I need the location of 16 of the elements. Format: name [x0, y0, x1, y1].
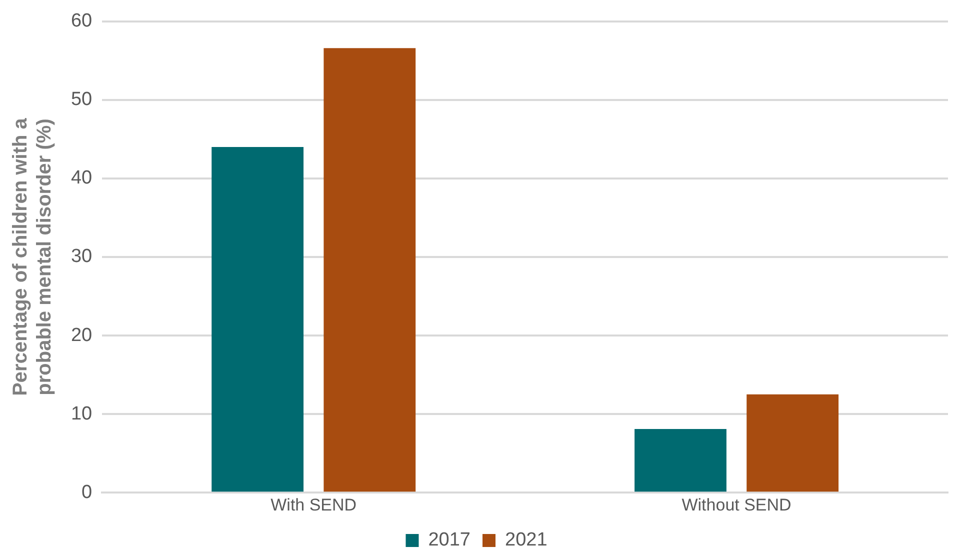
y-tick-label: 40: [70, 168, 92, 189]
x-tick-label: With SEND: [270, 495, 357, 514]
bar: [746, 394, 839, 492]
y-tick-label: 0: [82, 482, 92, 503]
bar: [212, 147, 304, 492]
legend-label: 2021: [505, 530, 548, 551]
x-tick-label: Without SEND: [682, 495, 792, 514]
legend-label: 2017: [428, 530, 471, 551]
y-tick-label: 30: [70, 246, 92, 268]
y-axis-title: Percentage of children with a probable mental disorder (%): [10, 117, 56, 396]
y-tick-label: 20: [70, 324, 92, 346]
y-tick-label: 50: [70, 89, 92, 110]
y-tick-label: 60: [70, 10, 92, 32]
y-tick-label: 10: [70, 403, 92, 424]
bar: [634, 428, 726, 492]
bar: [324, 48, 416, 492]
